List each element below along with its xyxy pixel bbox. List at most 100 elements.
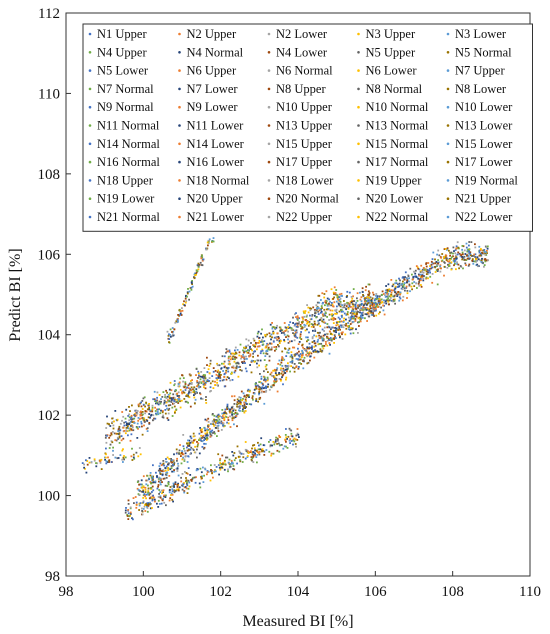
data-point xyxy=(232,468,234,470)
data-point xyxy=(264,391,267,393)
data-point xyxy=(280,367,282,370)
data-point xyxy=(274,372,277,374)
data-point xyxy=(198,263,201,266)
data-point xyxy=(163,401,166,404)
data-point xyxy=(315,304,318,307)
data-point xyxy=(144,510,147,512)
data-point xyxy=(183,450,186,452)
data-point xyxy=(185,487,188,490)
data-point xyxy=(322,334,325,337)
data-point xyxy=(215,377,218,380)
data-point xyxy=(330,339,333,342)
data-point xyxy=(263,402,266,405)
data-point xyxy=(149,416,151,419)
data-point xyxy=(129,425,132,427)
data-point xyxy=(484,254,487,256)
data-point xyxy=(376,297,379,300)
data-point xyxy=(306,314,308,317)
data-point xyxy=(122,426,125,429)
data-point xyxy=(183,386,186,389)
data-point xyxy=(357,317,360,320)
data-point xyxy=(125,408,128,411)
data-point xyxy=(365,297,368,300)
x-tick-label: 106 xyxy=(364,584,387,600)
data-point xyxy=(151,499,154,502)
legend-entry: N4 Upper xyxy=(97,45,147,59)
data-point xyxy=(106,461,109,463)
data-point xyxy=(183,482,185,484)
data-point xyxy=(169,334,172,336)
data-point xyxy=(354,318,357,320)
data-point xyxy=(163,501,166,504)
data-point xyxy=(145,483,148,486)
data-point xyxy=(129,439,132,442)
data-point xyxy=(335,324,338,327)
data-point xyxy=(437,261,440,264)
data-point xyxy=(165,504,167,507)
data-point xyxy=(203,474,205,477)
data-point xyxy=(422,271,425,274)
legend-entry: N4 Lower xyxy=(276,45,328,59)
data-point xyxy=(425,277,427,280)
data-point xyxy=(367,283,370,286)
data-point xyxy=(467,254,470,257)
data-point xyxy=(286,368,288,371)
data-point xyxy=(164,394,166,396)
data-point xyxy=(295,438,297,441)
data-point xyxy=(136,410,139,412)
data-point xyxy=(356,313,358,315)
data-point xyxy=(330,328,332,330)
data-point xyxy=(306,304,308,306)
data-point xyxy=(192,391,195,393)
legend-entry: N8 Upper xyxy=(276,82,326,96)
data-point xyxy=(162,469,165,471)
data-point xyxy=(130,455,133,458)
data-point xyxy=(186,295,188,298)
data-point xyxy=(207,434,209,437)
data-point xyxy=(105,427,108,429)
legend-marker xyxy=(446,142,450,146)
data-point xyxy=(304,312,306,314)
data-point xyxy=(121,419,123,422)
data-point xyxy=(312,306,315,309)
data-point xyxy=(257,451,259,454)
data-point xyxy=(123,455,125,457)
data-point xyxy=(110,440,113,443)
data-point xyxy=(297,322,300,325)
data-point xyxy=(272,369,275,372)
data-point xyxy=(137,417,140,419)
data-point xyxy=(413,281,416,283)
data-point xyxy=(205,247,207,250)
data-point xyxy=(311,337,314,340)
data-point xyxy=(187,384,190,387)
data-point xyxy=(315,308,318,310)
data-point xyxy=(272,441,275,443)
data-point xyxy=(311,348,313,350)
data-point xyxy=(246,455,249,457)
data-point xyxy=(427,271,429,274)
data-point xyxy=(136,426,139,429)
data-point xyxy=(211,472,213,475)
data-point xyxy=(259,381,262,383)
data-point xyxy=(299,336,301,339)
data-point xyxy=(316,323,319,326)
data-point xyxy=(270,346,273,349)
data-point xyxy=(346,295,348,297)
data-point xyxy=(380,301,383,304)
data-point xyxy=(152,464,154,467)
data-point xyxy=(139,402,142,405)
data-point xyxy=(128,515,131,518)
data-point xyxy=(173,462,176,464)
data-point xyxy=(256,332,259,335)
data-point xyxy=(201,256,204,259)
data-point xyxy=(475,259,477,262)
data-point xyxy=(215,470,217,473)
data-point xyxy=(183,391,186,394)
data-point xyxy=(276,440,279,442)
data-point xyxy=(196,385,198,388)
data-point xyxy=(296,439,299,441)
data-point xyxy=(140,413,142,416)
data-point xyxy=(333,301,336,304)
data-point xyxy=(158,480,160,483)
data-point xyxy=(244,362,246,364)
